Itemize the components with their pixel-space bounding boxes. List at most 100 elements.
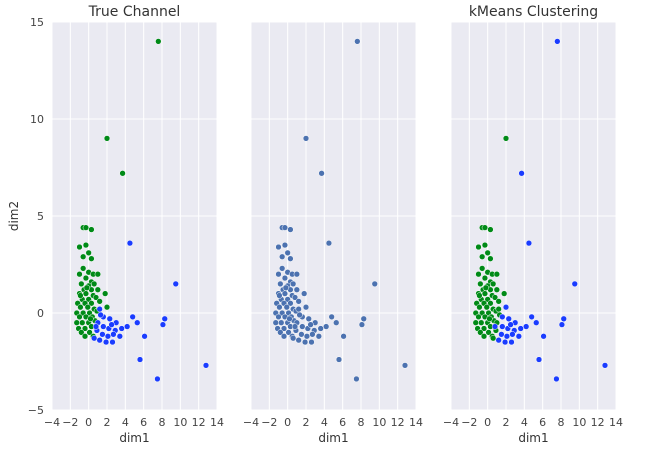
data-point (302, 304, 310, 311)
data-point (293, 286, 300, 293)
data-point (481, 274, 489, 282)
data-point (161, 315, 168, 322)
series-2 (491, 38, 609, 383)
x-tick-label: 0 (284, 416, 291, 429)
data-point (303, 333, 311, 340)
x-axis-label: dim1 (318, 431, 348, 445)
data-point (77, 292, 84, 299)
data-point (323, 323, 330, 330)
data-point (560, 315, 567, 322)
panel-3: −4 −2 0 2 4 6 8 10 12 14 kMeans Clustering dim1 (443, 4, 623, 445)
data-point (480, 325, 488, 332)
data-point (301, 290, 308, 297)
data-point (509, 331, 516, 338)
x-tick-label: −4 (443, 416, 459, 429)
x-tick-label: 14 (609, 416, 623, 429)
data-point (401, 362, 409, 369)
data-point (103, 135, 111, 142)
data-point (126, 240, 134, 247)
data-point (285, 329, 292, 336)
data-point (299, 323, 306, 330)
data-point (484, 249, 491, 257)
data-point (523, 323, 530, 330)
data-point (281, 224, 289, 231)
chart-title: True Channel (88, 4, 181, 20)
data-point (82, 224, 90, 231)
data-point (315, 333, 322, 340)
data-point (290, 335, 297, 342)
data-point (503, 333, 511, 340)
data-point (77, 304, 84, 311)
data-point (80, 265, 87, 272)
data-point (84, 304, 91, 311)
data-point (481, 290, 489, 297)
data-point (281, 274, 289, 282)
data-point (305, 315, 312, 322)
x-tick-label: −4 (44, 416, 60, 429)
data-point (202, 362, 210, 369)
x-tick-label: 8 (159, 416, 166, 429)
data-point (279, 253, 286, 260)
data-point (81, 333, 89, 340)
data-point (287, 255, 294, 262)
data-point (283, 304, 290, 311)
data-point (472, 319, 479, 326)
x-tick-label: 4 (122, 416, 129, 429)
data-point (82, 274, 90, 282)
data-point (94, 286, 101, 293)
chart-title: kMeans Clustering (469, 4, 598, 20)
data-point (91, 280, 98, 288)
data-point (501, 338, 509, 346)
x-tick-label: 4 (521, 416, 528, 429)
data-point (276, 304, 283, 311)
series-1 (272, 38, 409, 383)
data-point (301, 338, 309, 346)
x-tick-label: 10 (572, 416, 586, 429)
x-tick-label: 0 (484, 416, 491, 429)
data-point (479, 265, 486, 272)
data-point (129, 313, 136, 321)
x-tick-label: 10 (372, 416, 386, 429)
data-point (286, 315, 293, 322)
data-point (124, 323, 131, 330)
data-point (291, 323, 299, 330)
x-tick-label: 12 (391, 416, 405, 429)
data-point (371, 280, 378, 288)
data-point (502, 135, 510, 142)
data-point (528, 313, 535, 321)
data-point (498, 331, 505, 338)
data-point (487, 226, 494, 233)
data-point (505, 315, 512, 322)
data-point (85, 249, 92, 257)
data-point (486, 315, 493, 322)
series-1 (472, 135, 510, 342)
data-point (325, 240, 333, 247)
data-point (96, 337, 103, 344)
data-point (275, 243, 282, 251)
data-point (479, 253, 486, 260)
data-point (354, 38, 361, 45)
data-point (275, 313, 282, 321)
x-tick-label: −4 (243, 416, 259, 429)
data-point (475, 243, 482, 251)
data-point (79, 319, 86, 326)
data-point (499, 313, 506, 321)
data-point (280, 325, 288, 332)
data-point (278, 319, 285, 326)
y-tick-label: 5 (37, 210, 44, 223)
x-tick-label: 12 (591, 416, 605, 429)
data-point (287, 300, 294, 307)
data-point (476, 292, 483, 299)
data-point (490, 280, 497, 288)
data-point (360, 315, 367, 322)
x-axis-label: dim1 (518, 431, 548, 445)
x-tick-label: −2 (261, 416, 277, 429)
data-point (155, 38, 162, 45)
data-point (571, 280, 578, 288)
data-point (491, 323, 499, 330)
data-point (287, 226, 294, 233)
x-tick-label: 12 (192, 416, 206, 429)
y-tick-label: −5 (28, 404, 44, 417)
data-point (290, 280, 297, 288)
data-point (501, 290, 508, 297)
